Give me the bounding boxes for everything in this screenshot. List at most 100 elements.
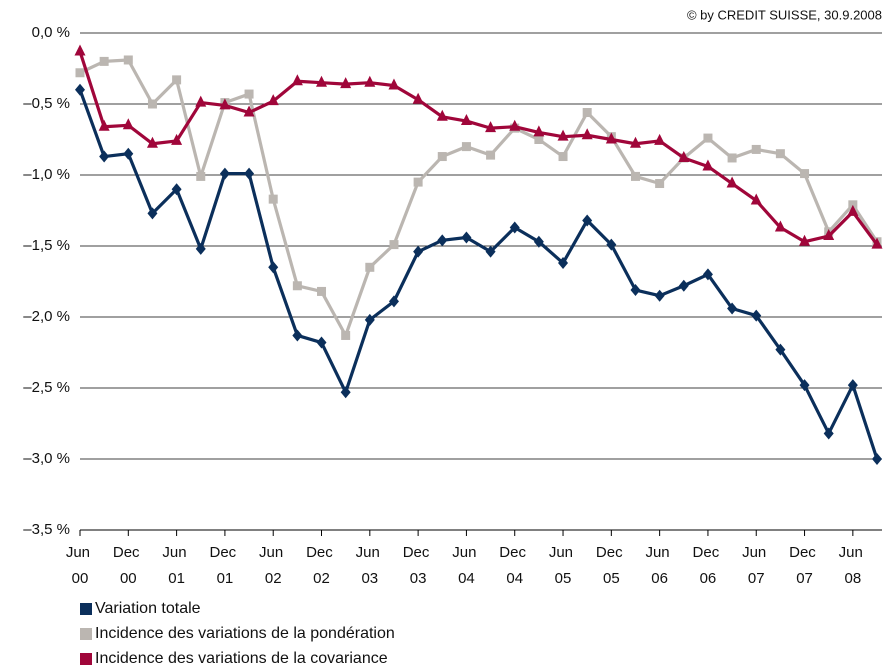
point bbox=[365, 262, 375, 272]
point bbox=[388, 295, 399, 308]
x-tick-label: Dec 07 bbox=[789, 544, 820, 587]
x-tick-label: Dec 02 bbox=[306, 544, 337, 587]
point bbox=[146, 136, 158, 148]
y-tick-label: –1,5 % bbox=[23, 237, 70, 254]
x-tick-label: Dec 01 bbox=[209, 544, 240, 587]
x-tick-year: 07 bbox=[748, 570, 765, 587]
x-tick-month: Jun bbox=[66, 544, 94, 561]
point bbox=[630, 171, 640, 181]
point bbox=[364, 75, 376, 87]
point bbox=[196, 171, 206, 181]
point bbox=[74, 44, 86, 56]
point bbox=[581, 128, 593, 140]
y-tick-label: –0,5 % bbox=[23, 95, 70, 112]
point bbox=[823, 427, 834, 440]
x-tick-year: 00 bbox=[120, 570, 137, 587]
point bbox=[413, 177, 423, 187]
point bbox=[509, 119, 521, 131]
point bbox=[461, 142, 471, 152]
point bbox=[727, 153, 737, 163]
x-tick-year: 00 bbox=[72, 570, 89, 587]
point bbox=[460, 114, 472, 126]
point bbox=[606, 238, 617, 251]
point bbox=[461, 231, 472, 244]
point bbox=[412, 92, 424, 104]
x-tick-month: Jun bbox=[452, 544, 480, 561]
y-tick-label: –2,5 % bbox=[23, 379, 70, 396]
point bbox=[364, 313, 375, 326]
x-tick-year: 05 bbox=[555, 570, 572, 587]
point bbox=[557, 129, 569, 141]
x-tick-year: 04 bbox=[458, 570, 475, 587]
x-tick-label: Jun 06 bbox=[645, 544, 673, 587]
point bbox=[655, 179, 665, 189]
legend-label: Incidence des variations de la covarianc… bbox=[95, 650, 388, 667]
x-tick-year: 07 bbox=[796, 570, 813, 587]
point bbox=[75, 83, 85, 96]
x-tick-month: Dec bbox=[113, 544, 144, 561]
point bbox=[799, 234, 811, 246]
x-tick-label: Jun 03 bbox=[356, 544, 384, 587]
x-tick-month: Jun bbox=[259, 544, 287, 561]
y-tick-label: –3,0 % bbox=[23, 450, 70, 467]
point bbox=[171, 133, 183, 145]
point bbox=[823, 229, 835, 241]
x-tick-year: 03 bbox=[410, 570, 427, 587]
point bbox=[437, 152, 447, 162]
point bbox=[99, 56, 109, 66]
point bbox=[341, 330, 351, 340]
x-tick-month: Dec bbox=[403, 544, 434, 561]
point bbox=[195, 95, 207, 107]
x-tick-label: Dec 05 bbox=[596, 544, 627, 587]
point bbox=[678, 279, 689, 292]
legend-label: Variation totale bbox=[95, 600, 201, 617]
x-tick-month: Dec bbox=[789, 544, 820, 561]
point bbox=[267, 94, 279, 106]
point bbox=[147, 99, 157, 109]
point bbox=[75, 68, 85, 78]
x-tick-year: 02 bbox=[265, 570, 282, 587]
point bbox=[436, 109, 448, 121]
point bbox=[799, 379, 810, 392]
x-tick-year: 01 bbox=[217, 570, 234, 587]
legend-label: Incidence des variations de la pondérati… bbox=[95, 625, 395, 642]
x-tick-year: 03 bbox=[361, 570, 378, 587]
point bbox=[389, 240, 399, 250]
series-line bbox=[78, 50, 879, 246]
point bbox=[388, 78, 400, 90]
point bbox=[582, 108, 592, 118]
point bbox=[774, 220, 786, 232]
point bbox=[244, 167, 255, 180]
point bbox=[751, 144, 761, 154]
point bbox=[123, 147, 134, 160]
point bbox=[727, 302, 738, 315]
x-tick-month: Dec bbox=[306, 544, 337, 561]
y-tick-label: 0,0 % bbox=[32, 24, 70, 41]
x-tick-label: Jun 01 bbox=[162, 544, 190, 587]
point bbox=[800, 169, 810, 179]
point bbox=[485, 121, 497, 133]
y-tick-label: –3,5 % bbox=[23, 521, 70, 538]
point bbox=[316, 75, 328, 87]
point bbox=[847, 379, 858, 392]
x-tick-label: Dec 03 bbox=[403, 544, 434, 587]
point bbox=[317, 286, 327, 296]
x-tick-label: Jun 05 bbox=[549, 544, 577, 587]
x-tick-year: 02 bbox=[313, 570, 330, 587]
point bbox=[629, 136, 641, 148]
point bbox=[98, 119, 110, 131]
point bbox=[775, 149, 785, 159]
point bbox=[848, 200, 858, 210]
legend-swatch bbox=[80, 603, 92, 615]
y-tick-label: –2,0 % bbox=[23, 308, 70, 325]
x-tick-year: 04 bbox=[506, 570, 523, 587]
point bbox=[291, 74, 303, 86]
point bbox=[485, 245, 496, 258]
point bbox=[123, 55, 133, 65]
point bbox=[750, 193, 762, 205]
x-tick-label: Dec 04 bbox=[499, 544, 530, 587]
point bbox=[678, 150, 690, 162]
point bbox=[268, 194, 278, 204]
point bbox=[703, 133, 713, 143]
